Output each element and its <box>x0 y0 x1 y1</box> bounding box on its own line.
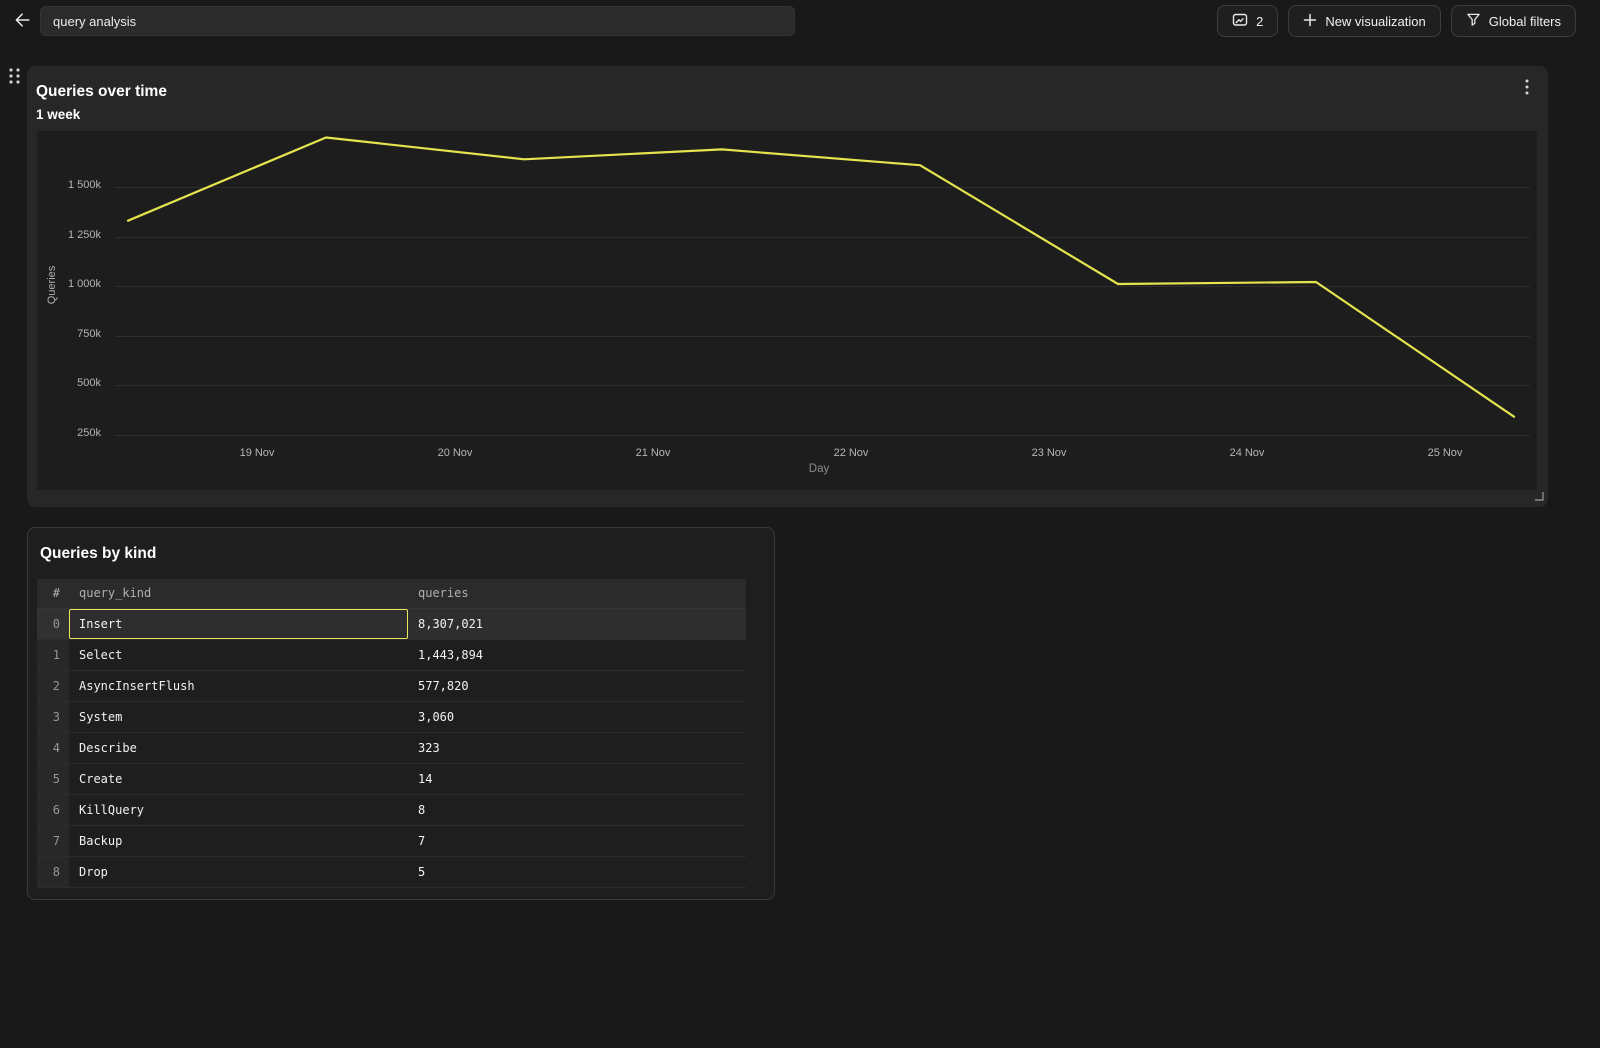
x-tick-label: 24 Nov <box>1229 447 1265 459</box>
queries-count-cell[interactable]: 5 <box>408 856 746 888</box>
column-header-query-kind: query_kind <box>69 579 408 609</box>
x-tick-label: 23 Nov <box>1031 447 1067 459</box>
new-visualization-button[interactable]: New visualization <box>1288 5 1441 37</box>
table-row: 2 AsyncInsertFlush 577,820 <box>37 670 746 702</box>
new-visualization-label: New visualization <box>1325 13 1426 29</box>
x-tick-label: 20 Nov <box>437 447 473 459</box>
x-tick-label: 19 Nov <box>239 447 275 459</box>
queries-count-cell[interactable]: 8 <box>408 794 746 826</box>
queries-count-cell[interactable]: 7 <box>408 825 746 857</box>
y-tick-label: 250k <box>77 426 101 439</box>
queries-by-kind-widget: Queries by kind # query_kind queries 0 In… <box>27 527 775 900</box>
queries-count-cell[interactable]: 3,060 <box>408 701 746 733</box>
y-gridline <box>115 286 1530 287</box>
queries-count-cell[interactable]: 1,443,894 <box>408 639 746 671</box>
query-kind-cell[interactable]: KillQuery <box>69 794 408 826</box>
x-tick-label: 22 Nov <box>833 447 869 459</box>
line-series-svg <box>126 136 1516 418</box>
y-tick-label: 1 250k <box>67 228 101 241</box>
top-bar: 2 New visualization Global filters <box>0 0 1600 42</box>
widget-resize-handle[interactable] <box>1534 488 1544 501</box>
table-row: 8 Drop 5 <box>37 856 746 888</box>
chart-subtitle: 1 week <box>36 107 81 122</box>
row-index-cell: 3 <box>37 701 69 733</box>
query-kind-cell[interactable]: Select <box>69 639 408 671</box>
table-row: 3 System 3,060 <box>37 701 746 733</box>
y-gridline <box>115 187 1530 188</box>
back-button[interactable] <box>10 9 36 33</box>
queries-line-series <box>126 136 1516 418</box>
y-tick-label: 1 000k <box>67 278 101 290</box>
query-kind-cell[interactable]: Drop <box>69 856 408 888</box>
funnel-icon <box>1466 12 1481 30</box>
table-row: 5 Create 14 <box>37 763 746 795</box>
arrow-left-icon <box>13 10 33 33</box>
topbar-actions: 2 New visualization Global filters <box>1217 5 1576 37</box>
drag-dots-icon <box>7 68 23 89</box>
row-index-cell: 4 <box>37 732 69 764</box>
queries-count-cell[interactable]: 14 <box>408 763 746 795</box>
kebab-vertical-icon <box>1520 79 1534 99</box>
table-header-row: # query_kind queries <box>37 579 746 609</box>
column-header-queries: queries <box>408 579 746 609</box>
query-kind-cell[interactable]: Insert <box>69 608 408 640</box>
visualization-count: 2 <box>1256 13 1264 29</box>
y-gridline <box>115 335 1530 337</box>
chart-title: Queries over time <box>36 83 167 100</box>
query-kind-cell[interactable]: System <box>69 701 408 733</box>
x-axis-title: Day <box>808 463 830 475</box>
table-row: 7 Backup 7 <box>37 825 746 857</box>
y-gridline <box>115 434 1530 436</box>
row-index-cell: 2 <box>37 670 69 702</box>
query-kind-cell[interactable]: Describe <box>69 732 408 764</box>
row-index-cell: 1 <box>37 639 69 671</box>
queries-count-cell[interactable]: 8,307,021 <box>408 608 746 640</box>
dashboard-title-input[interactable] <box>40 6 795 36</box>
table-row: 0 Insert 8,307,021 <box>37 608 746 640</box>
plus-icon <box>1303 13 1317 30</box>
queries-line-chart[interactable]: Queries 1 500k 1 250k 1 000k 750k 500k 250k 19… <box>37 131 1537 490</box>
row-index-cell: 6 <box>37 794 69 826</box>
row-index-cell: 5 <box>37 763 69 795</box>
query-kind-cell[interactable]: Create <box>69 763 408 795</box>
y-tick-label: 500k <box>77 377 101 389</box>
x-tick-label: 25 Nov <box>1427 447 1463 459</box>
global-filters-label: Global filters <box>1488 13 1561 29</box>
queries-count-cell[interactable]: 577,820 <box>408 670 746 702</box>
global-filters-button[interactable]: Global filters <box>1450 5 1576 37</box>
y-tick-label: 750k <box>77 327 101 340</box>
query-kind-cell[interactable]: Backup <box>69 825 408 857</box>
widget-menu-button[interactable] <box>1518 78 1536 98</box>
resize-corner-icon <box>1534 488 1544 505</box>
queries-over-time-widget: Queries over time 1 week Queries 1 500k 1… <box>27 66 1548 507</box>
queries-count-cell[interactable]: 323 <box>408 732 746 764</box>
chart-panel-icon <box>1232 12 1248 31</box>
visualization-count-button[interactable]: 2 <box>1217 5 1279 37</box>
x-tick-label: 21 Nov <box>635 447 671 459</box>
column-header-index: # <box>37 579 69 609</box>
y-tick-label: 1 500k <box>67 179 101 191</box>
y-gridline <box>115 236 1530 238</box>
table-row: 4 Describe 323 <box>37 732 746 764</box>
table-row: 6 KillQuery 8 <box>37 794 746 826</box>
table-row: 1 Select 1,443,894 <box>37 639 746 671</box>
table-title: Queries by kind <box>40 545 157 562</box>
widget-drag-handle[interactable] <box>7 67 23 85</box>
row-index-cell: 7 <box>37 825 69 857</box>
row-index-cell: 8 <box>37 856 69 888</box>
queries-by-kind-table: # query_kind queries 0 Insert 8,307,021 1 Se… <box>37 579 746 888</box>
row-index-cell: 0 <box>37 608 69 640</box>
y-gridline <box>115 385 1530 386</box>
query-kind-cell[interactable]: AsyncInsertFlush <box>69 670 408 702</box>
